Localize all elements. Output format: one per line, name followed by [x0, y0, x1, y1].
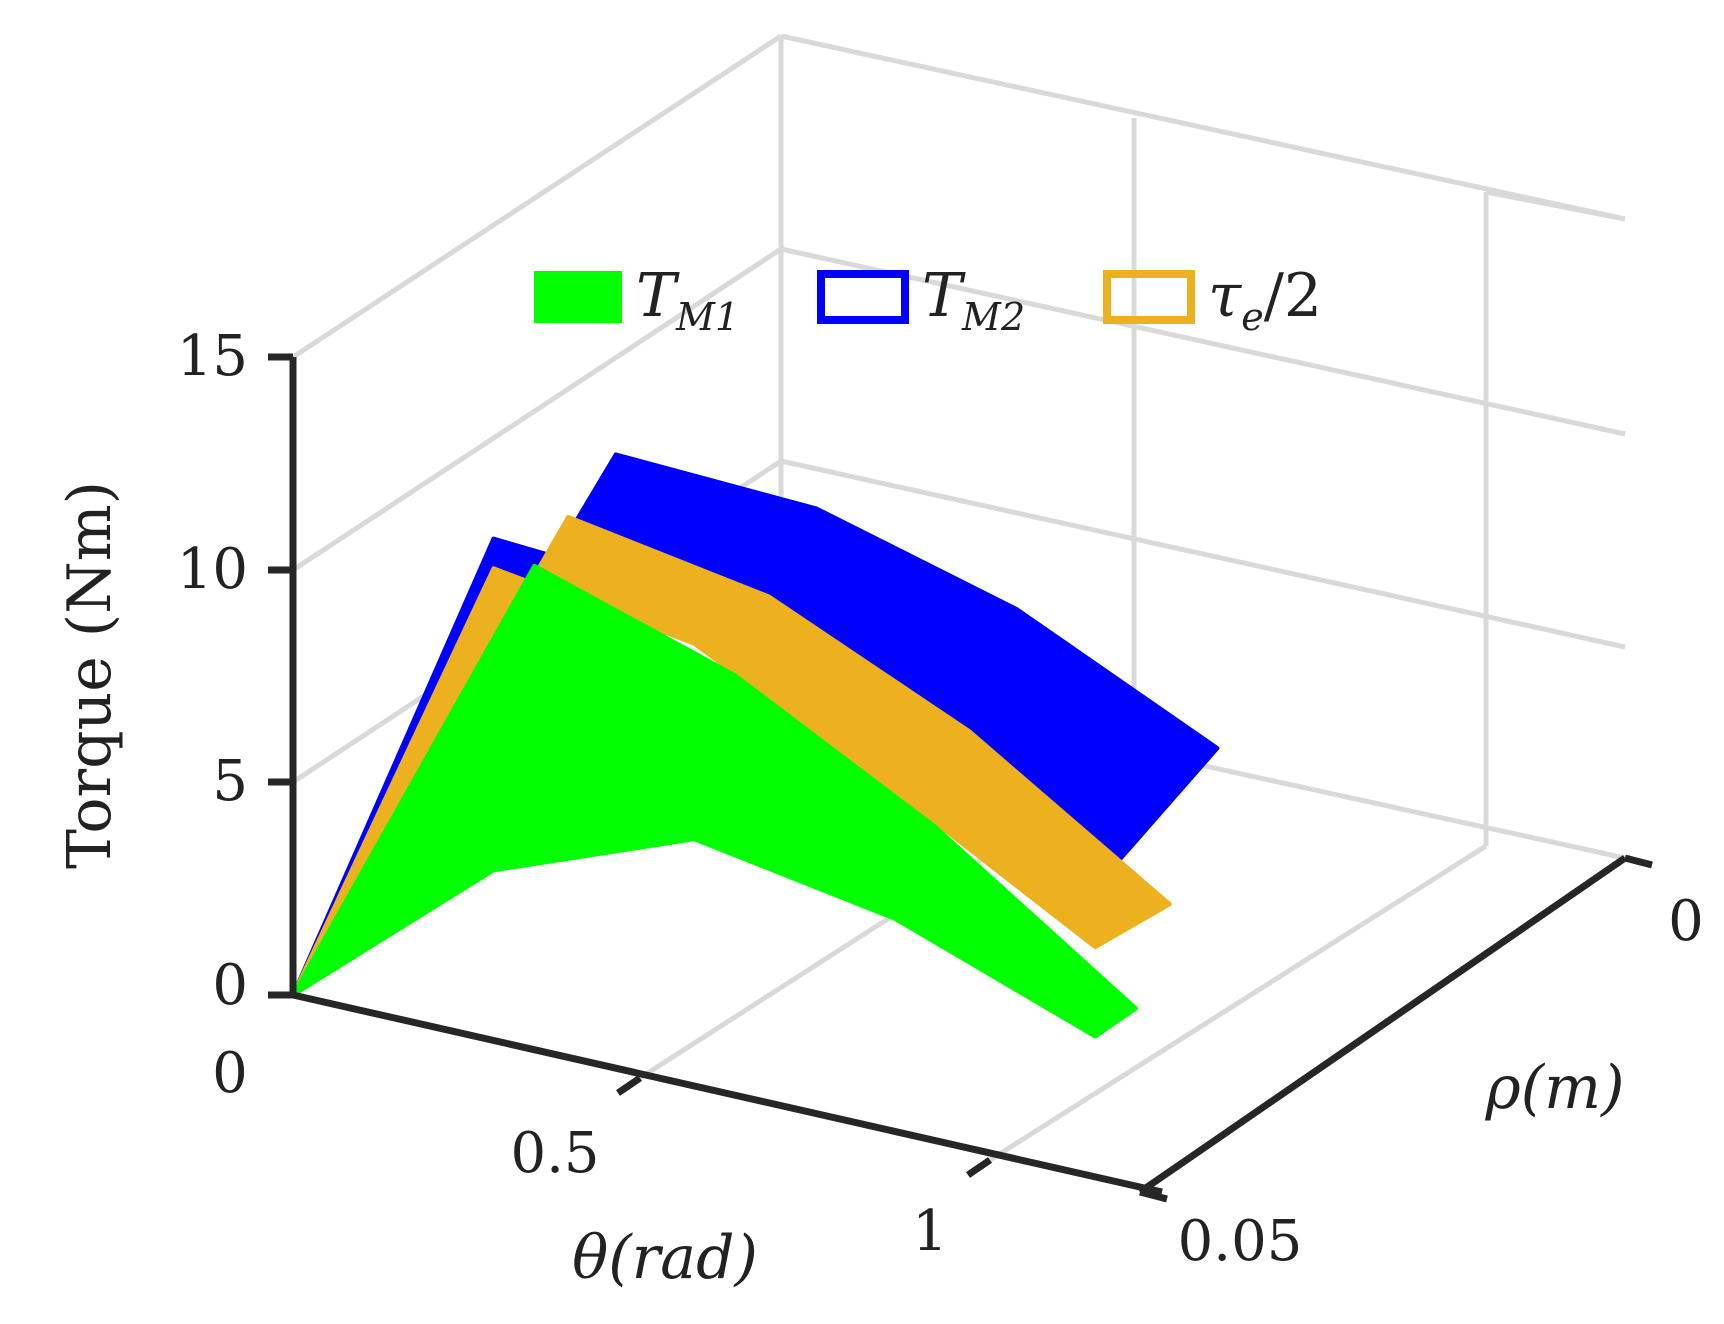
- grid-line: [780, 246, 1626, 437]
- z-tick-label: 5: [212, 749, 248, 814]
- surfaces: [291, 452, 1220, 1039]
- x-tick: [616, 1075, 642, 1096]
- x-tick: [966, 1157, 992, 1178]
- z-tick-label: 10: [177, 537, 248, 602]
- x-tick-label: 0: [212, 1041, 248, 1106]
- x-tick-label: 0.5: [510, 1121, 599, 1186]
- legend: TM1 TM2 τe/2: [534, 261, 1322, 339]
- legend-swatch-tau: [1103, 270, 1195, 324]
- legend-label-tau: τe/2: [1208, 261, 1322, 339]
- surface-t-m1: [291, 563, 1138, 1039]
- z-axis-title: Torque (Nm): [55, 481, 125, 869]
- y-tick: [1139, 1188, 1168, 1203]
- grid-line: [780, 458, 1626, 650]
- y-axis-title: ρ(m): [1485, 1053, 1625, 1123]
- x-axis-title: θ(rad): [572, 1223, 758, 1293]
- grid-line: [1485, 189, 1626, 222]
- y-axis-line: [1138, 855, 1627, 1195]
- y-tick: [1624, 854, 1653, 869]
- grid-line: [988, 843, 1488, 1163]
- grid-line: [291, 33, 783, 360]
- x-axis-line: [292, 991, 1163, 1196]
- legend-swatch-tm2: [817, 270, 909, 324]
- legend-label-tm2: TM2: [922, 261, 1025, 339]
- y-tick-label: 0: [1668, 889, 1704, 954]
- tick-labels: 15 10 5 0 0 0.5 1 0 0.05: [177, 324, 1704, 1274]
- legend-swatch-tm1: [534, 271, 622, 323]
- z-tick-label: 0: [212, 953, 248, 1018]
- axes: [268, 353, 1653, 1203]
- grid-line: [780, 33, 1626, 222]
- grid-line: [291, 246, 783, 573]
- x-tick-label: 1: [912, 1199, 948, 1264]
- z-tick-label: 15: [177, 324, 248, 389]
- y-tick-label: 0.05: [1178, 1209, 1303, 1274]
- legend-label-tm1: TM1: [636, 261, 739, 339]
